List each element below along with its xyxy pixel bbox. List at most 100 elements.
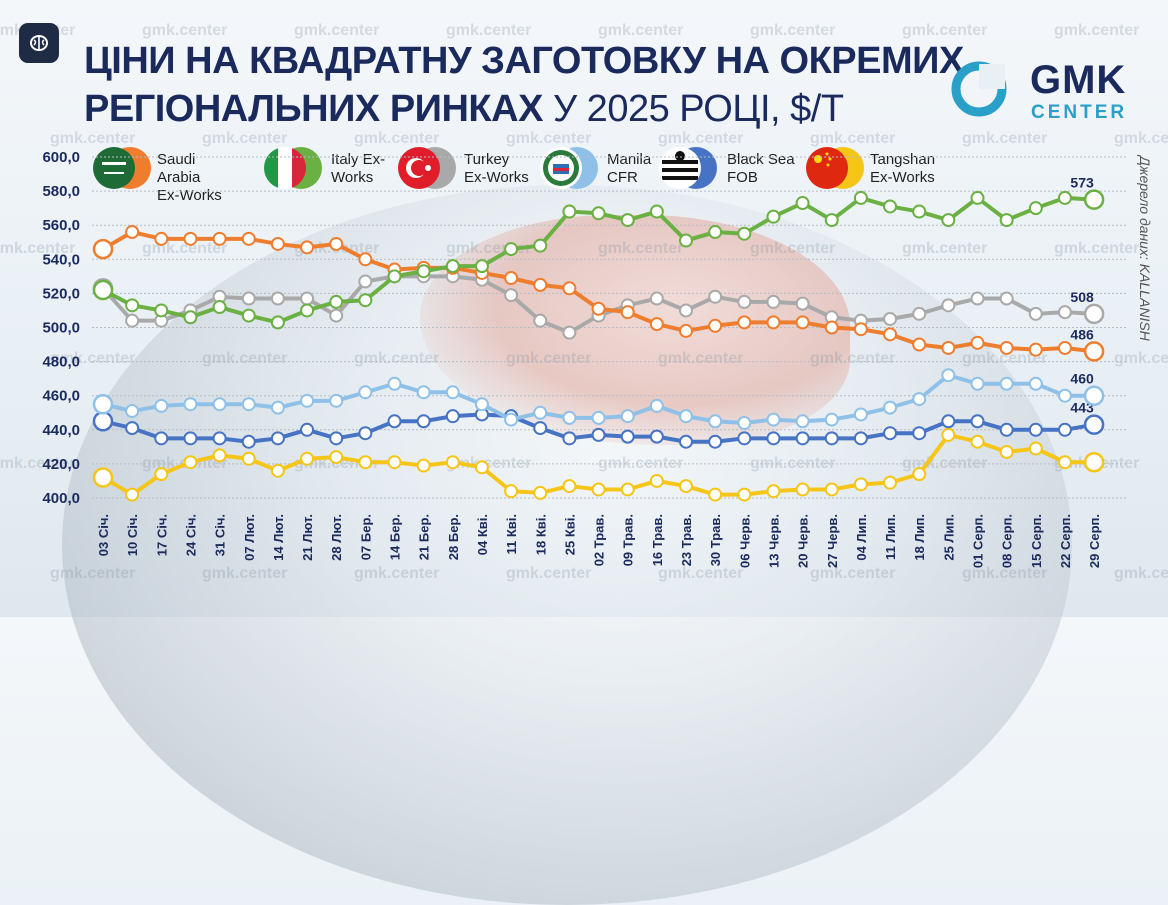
legend-label: Manila CFR (607, 151, 652, 186)
end-value-label: 460 (1070, 371, 1094, 387)
data-point (212, 431, 227, 446)
brain-icon (30, 35, 48, 51)
y-tick-label: 600,0 (42, 149, 80, 166)
data-point (912, 426, 927, 441)
data-point (708, 289, 723, 304)
y-tick-label: 440,0 (42, 422, 80, 439)
watermark-text: gmk.center (50, 130, 136, 147)
title-suffix: У 2025 РОЦІ, $/Т (552, 88, 844, 130)
data-point (358, 274, 373, 289)
watermark-text: gmk.center (1114, 350, 1168, 367)
series-line (101, 230, 1095, 354)
x-tick-label: 07 Лют. (242, 514, 257, 561)
data-point (562, 410, 577, 425)
data-point (241, 434, 256, 449)
data-point (649, 429, 664, 444)
data-point (270, 236, 285, 251)
data-point (416, 264, 431, 279)
logo-text-gmk: GMK (1030, 58, 1127, 102)
data-point (912, 337, 927, 352)
data-point (241, 308, 256, 323)
data-point (125, 298, 140, 313)
watermark-text: gmk.center (354, 130, 440, 147)
data-point (620, 305, 635, 320)
x-tick-label: 21 Лют. (300, 514, 315, 561)
x-tick-label: 30 Трав. (708, 514, 723, 566)
data-point (329, 431, 344, 446)
data-point (999, 340, 1014, 355)
data-point (853, 477, 868, 492)
legend-label: Turkey Ex-Works (464, 151, 529, 186)
data-point (941, 368, 956, 383)
data-point (562, 325, 577, 340)
data-point (300, 291, 315, 306)
y-tick-label: 460,0 (42, 388, 80, 405)
data-point (591, 427, 606, 442)
y-tick-label: 520,0 (42, 285, 80, 302)
data-point (824, 412, 839, 427)
data-point (329, 393, 344, 408)
data-point (941, 298, 956, 313)
watermark-text: gmk.center (142, 22, 228, 39)
y-tick-label: 400,0 (42, 490, 80, 507)
data-point (1083, 303, 1105, 325)
x-tick-label: 28 Лют. (329, 514, 344, 561)
y-tick-label: 540,0 (42, 251, 80, 268)
data-point (999, 213, 1014, 228)
watermark-text: gmk.center (658, 565, 744, 582)
y-tick-label: 580,0 (42, 183, 80, 200)
y-tick-label: 480,0 (42, 354, 80, 371)
data-point (154, 231, 169, 246)
data-point (533, 313, 548, 328)
watermark-text: gmk.center (1054, 22, 1140, 39)
data-point (766, 294, 781, 309)
data-point (1057, 190, 1072, 205)
data-point (445, 409, 460, 424)
data-point (708, 434, 723, 449)
data-point (883, 426, 898, 441)
menu-button[interactable] (19, 23, 59, 63)
x-tick-label: 09 Трав. (621, 514, 636, 566)
data-point (970, 376, 985, 391)
data-point (533, 485, 548, 500)
data-point (883, 475, 898, 490)
data-point (824, 213, 839, 228)
legend-item: Black Sea FOB (658, 146, 798, 192)
data-point (941, 427, 956, 442)
data-point (795, 296, 810, 311)
data-point (92, 393, 114, 415)
data-point (708, 225, 723, 240)
end-value-label: 508 (1070, 289, 1094, 305)
watermark-text: gmk.center (0, 455, 76, 472)
data-point (387, 414, 402, 429)
data-point (329, 236, 344, 251)
data-point (941, 340, 956, 355)
data-point (970, 434, 985, 449)
end-value-label: 573 (1070, 175, 1094, 191)
watermark-text: gmk.center (446, 22, 532, 39)
data-point (999, 291, 1014, 306)
data-point (679, 303, 693, 318)
data-point (737, 294, 752, 309)
data-point (737, 226, 752, 241)
watermark-text: gmk.center (1054, 240, 1140, 257)
data-point (1028, 441, 1043, 456)
data-point (853, 407, 868, 422)
watermark-text: gmk.center (902, 240, 988, 257)
data-point (92, 279, 114, 301)
x-tick-label: 04 Лип. (854, 514, 869, 561)
data-point (154, 303, 169, 318)
data-point (999, 376, 1014, 391)
data-point (708, 414, 723, 429)
data-point (183, 455, 198, 470)
title-bold: РЕГІОНАЛЬНИХ РИНКАХ (84, 88, 543, 130)
data-point (883, 199, 898, 214)
data-point (1028, 306, 1043, 321)
y-tick-label: 420,0 (42, 456, 80, 473)
watermark-text: gmk.center (598, 22, 684, 39)
data-point (92, 411, 114, 432)
x-tick-label: 13 Черв. (766, 514, 781, 568)
page-title-line1: ЦІНИ НА КВАДРАТНУ ЗАГОТОВКУ НА ОКРЕМИХ (84, 40, 964, 82)
data-point (212, 231, 227, 246)
line-chart: 600,0 580,0 560,0 540,0 520,0 500,0 480,0 460,0… (42, 149, 1128, 568)
